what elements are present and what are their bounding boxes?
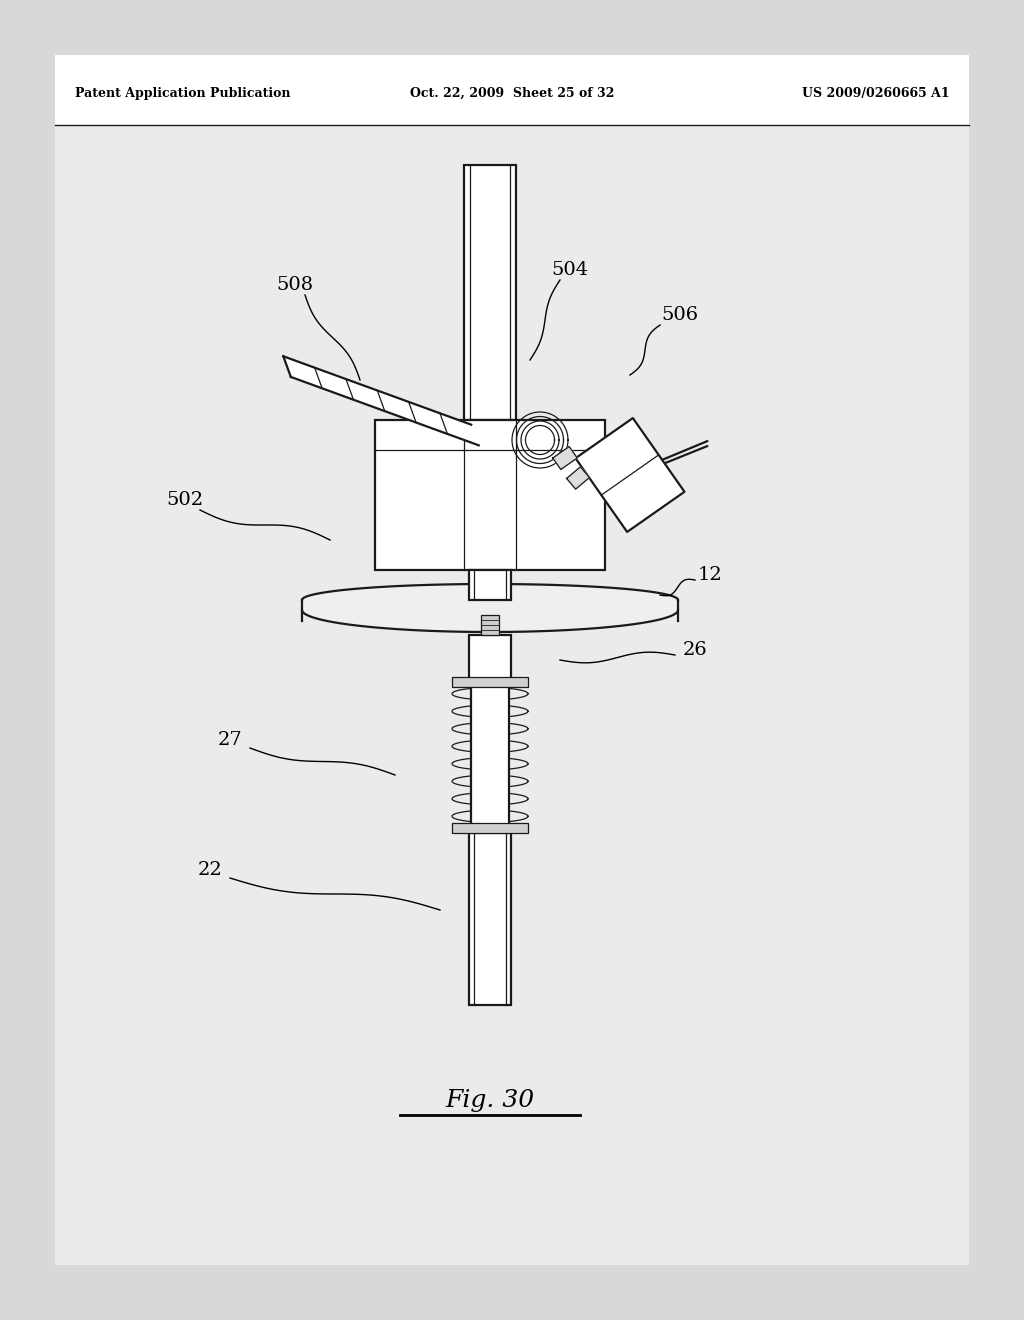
Bar — [55, 55, 969, 1265]
Text: 26: 26 — [683, 642, 708, 659]
Text: Patent Application Publication: Patent Application Publication — [75, 87, 291, 99]
Polygon shape — [553, 446, 578, 470]
Text: 508: 508 — [276, 276, 313, 294]
Bar — [464, 165, 516, 420]
Text: 504: 504 — [552, 261, 589, 279]
Bar — [452, 822, 528, 833]
Bar — [469, 570, 511, 601]
Polygon shape — [284, 356, 479, 445]
Polygon shape — [566, 467, 590, 490]
Text: 12: 12 — [697, 566, 722, 583]
Bar — [375, 420, 605, 570]
Text: Oct. 22, 2009  Sheet 25 of 32: Oct. 22, 2009 Sheet 25 of 32 — [410, 87, 614, 99]
Polygon shape — [302, 583, 678, 632]
Text: Fig. 30: Fig. 30 — [445, 1089, 535, 1111]
Polygon shape — [302, 583, 678, 632]
Bar — [481, 615, 499, 635]
Text: 27: 27 — [218, 731, 243, 748]
Bar — [471, 682, 509, 828]
Bar — [469, 635, 511, 685]
Text: 22: 22 — [198, 861, 222, 879]
Text: US 2009/0260665 A1: US 2009/0260665 A1 — [803, 87, 950, 99]
Bar — [452, 677, 528, 686]
Text: 502: 502 — [167, 491, 204, 510]
Text: 506: 506 — [662, 306, 698, 323]
Polygon shape — [575, 418, 684, 532]
Bar — [55, 55, 969, 125]
Bar — [469, 833, 511, 1005]
